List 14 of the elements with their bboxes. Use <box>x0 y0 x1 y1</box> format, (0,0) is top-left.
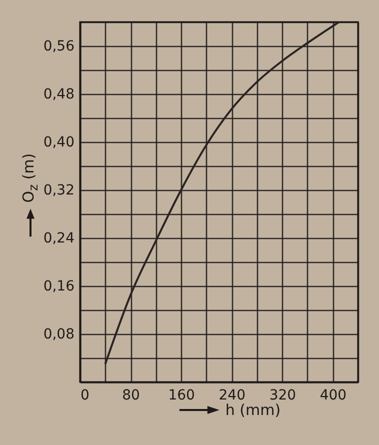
x-axis-title: h (mm) <box>225 401 281 419</box>
x-tick-label: 320 <box>269 388 296 404</box>
y-tick-label: 0,16 <box>43 278 75 294</box>
x-tick-label: 400 <box>320 388 347 404</box>
y-tick-label: 0,40 <box>43 134 74 150</box>
y-tick-label: 0,08 <box>43 326 74 342</box>
y-tick-label: 0,56 <box>43 38 75 54</box>
y-tick-label: 0,32 <box>43 182 74 198</box>
y-tick-label: 0,24 <box>43 230 75 246</box>
x-tick-label: 240 <box>218 388 246 404</box>
y-tick-label: 0,48 <box>43 86 74 102</box>
x-tick-label: 0 <box>80 388 90 404</box>
x-tick-label: 80 <box>122 388 140 404</box>
x-tick-label: 160 <box>168 388 195 404</box>
